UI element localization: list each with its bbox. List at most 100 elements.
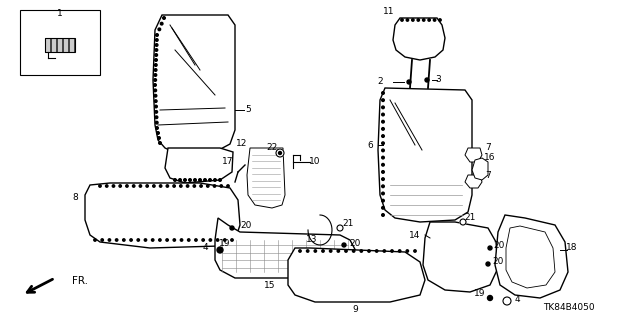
Text: 13: 13 [307,235,317,244]
Circle shape [381,214,384,216]
Circle shape [433,19,436,21]
Circle shape [115,239,118,241]
Circle shape [381,192,384,195]
Circle shape [207,185,209,187]
Text: 20: 20 [240,221,252,231]
Circle shape [179,179,181,181]
Circle shape [209,179,211,181]
Text: FR.: FR. [72,276,88,286]
Text: 7: 7 [485,170,491,180]
Circle shape [414,250,416,252]
Circle shape [322,250,324,252]
Text: 20: 20 [492,257,504,266]
Circle shape [381,171,384,173]
Text: 1: 1 [57,10,63,19]
Circle shape [106,185,108,187]
Circle shape [158,28,161,31]
Text: 20: 20 [493,241,505,250]
Circle shape [219,179,221,181]
Circle shape [381,185,384,188]
Circle shape [155,105,157,108]
Circle shape [132,185,135,187]
Polygon shape [378,88,472,222]
Circle shape [157,132,159,134]
Circle shape [381,156,384,159]
Circle shape [198,179,202,181]
Circle shape [381,163,384,166]
Polygon shape [472,158,488,180]
Circle shape [412,19,414,21]
Circle shape [154,74,157,76]
Circle shape [428,19,430,21]
Circle shape [342,243,346,247]
Circle shape [156,39,158,41]
Text: 7: 7 [485,144,491,152]
Circle shape [99,185,101,187]
Polygon shape [63,38,68,52]
Circle shape [194,179,196,181]
Circle shape [307,250,309,252]
Circle shape [276,149,284,157]
Circle shape [140,185,141,187]
Circle shape [152,239,154,241]
Circle shape [381,178,384,181]
Circle shape [195,239,197,241]
Circle shape [360,250,362,252]
Polygon shape [495,215,568,298]
Circle shape [488,295,493,300]
Circle shape [439,19,441,21]
Text: TK84B4050: TK84B4050 [543,303,595,313]
Circle shape [125,185,128,187]
Circle shape [381,113,384,116]
Polygon shape [465,148,482,162]
Circle shape [406,19,408,21]
Circle shape [209,239,212,241]
Text: 20: 20 [349,239,361,248]
Circle shape [166,185,168,187]
Polygon shape [51,38,56,52]
Circle shape [188,239,190,241]
Circle shape [381,135,384,137]
Circle shape [123,239,125,241]
Circle shape [381,149,384,152]
Circle shape [383,250,385,252]
Circle shape [155,116,158,119]
Circle shape [163,17,165,19]
Text: 14: 14 [410,231,420,240]
Text: 21: 21 [342,219,354,228]
Circle shape [381,199,384,202]
Circle shape [223,239,226,241]
Circle shape [376,250,378,252]
Circle shape [337,250,340,252]
Text: 18: 18 [566,243,578,253]
Circle shape [155,54,157,56]
Circle shape [154,89,157,92]
Circle shape [112,185,115,187]
Circle shape [154,69,157,71]
Circle shape [154,84,156,86]
Bar [20,10,100,75]
Polygon shape [465,175,482,188]
Circle shape [156,121,158,124]
Circle shape [381,120,384,123]
Circle shape [101,239,104,241]
Circle shape [157,137,160,139]
Polygon shape [247,148,285,208]
Text: 19: 19 [474,290,486,299]
Circle shape [220,185,223,187]
Circle shape [119,185,122,187]
Circle shape [381,128,384,130]
Circle shape [202,239,204,241]
Circle shape [216,239,219,241]
Circle shape [180,239,183,241]
Text: 17: 17 [222,158,234,167]
Circle shape [381,99,384,101]
Circle shape [161,22,163,25]
Circle shape [153,185,155,187]
Circle shape [278,152,282,154]
Circle shape [137,239,140,241]
Circle shape [391,250,393,252]
Circle shape [368,250,370,252]
Circle shape [155,111,157,113]
Circle shape [345,250,347,252]
